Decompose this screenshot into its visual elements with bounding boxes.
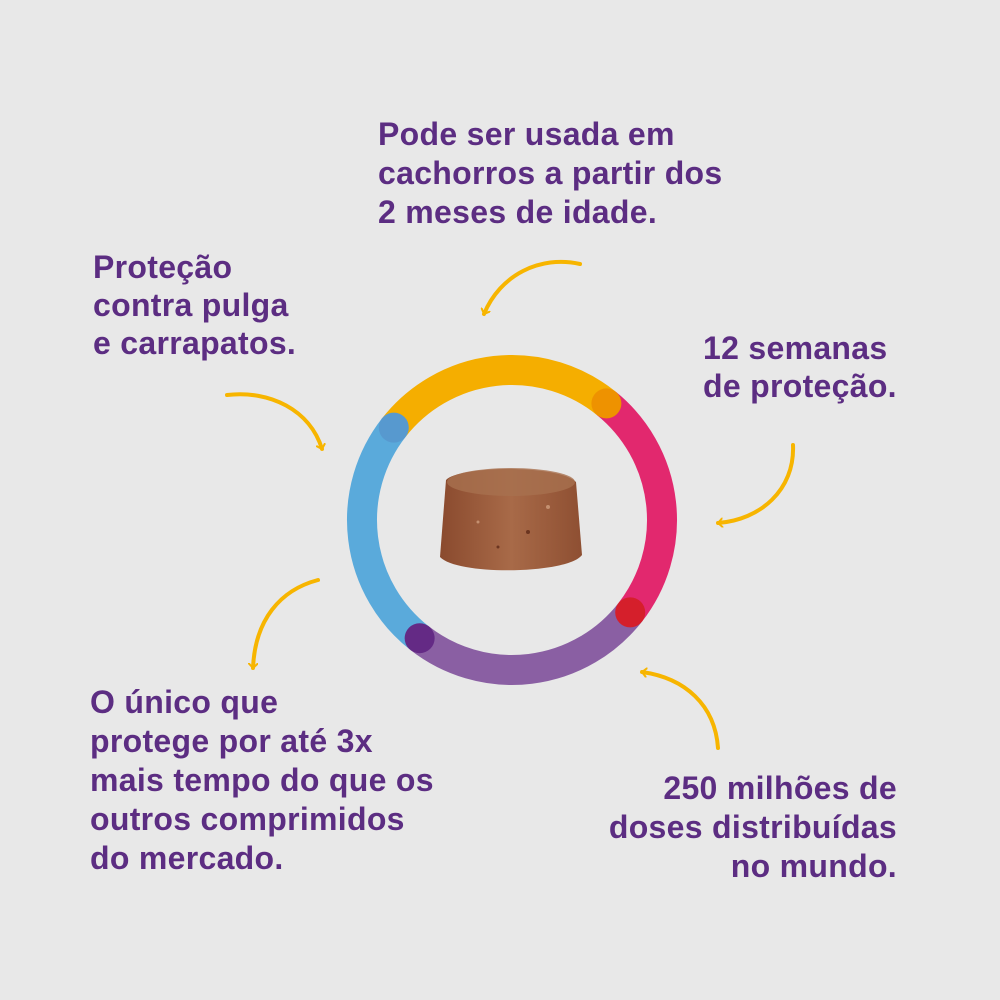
callout-line: Proteção [93,249,233,285]
callout-unique: O único que protege por até 3x mais temp… [90,683,434,878]
ring-segment-purple [410,602,643,685]
curved-arrow-icon [253,578,320,670]
ring-dot-orange [591,388,622,419]
callout-line: contra pulga [93,287,289,323]
callout-doses: 250 milhões de doses distribuídas no mun… [609,769,897,886]
callout-line: do mercado. [90,840,284,876]
callout-line: Pode ser usada em [378,116,675,152]
callout-line: de proteção. [703,368,897,404]
callout-line: O único que [90,684,279,720]
chewable-tablet-image [440,468,582,571]
ring-dot-red [615,597,646,628]
arrows [225,259,796,750]
callout-line: mais tempo do que os [90,762,434,798]
callout-line: 12 semanas [703,330,888,366]
ring-segment-yellow [381,355,616,438]
progress-ring [347,355,677,685]
ring-segment-blue [347,418,430,651]
callout-age: Pode ser usada em cachorros a partir dos… [378,115,723,232]
callout-line: doses distribuídas [608,809,897,845]
curved-arrow-icon [225,392,322,451]
curved-arrow-icon [716,443,796,523]
ring-dot-blue [378,412,409,443]
curved-arrow-icon [640,672,720,750]
callout-line: e carrapatos. [93,325,297,361]
callout-duration: 12 semanas de proteção. [703,329,897,405]
callout-line: outros comprimidos [90,801,405,837]
callout-line: 2 meses de idade. [378,194,658,230]
callout-line: no mundo. [730,848,897,884]
callout-line: cachorros a partir dos [378,155,723,191]
ring-dot-purple [404,623,435,654]
callout-protection: Proteção contra pulga e carrapatos. [93,248,296,362]
curved-arrow-icon [484,259,582,316]
callout-line: 250 milhões de [663,770,897,806]
ring-segment-pink [596,391,677,622]
callout-line: protege por até 3x [90,723,373,759]
